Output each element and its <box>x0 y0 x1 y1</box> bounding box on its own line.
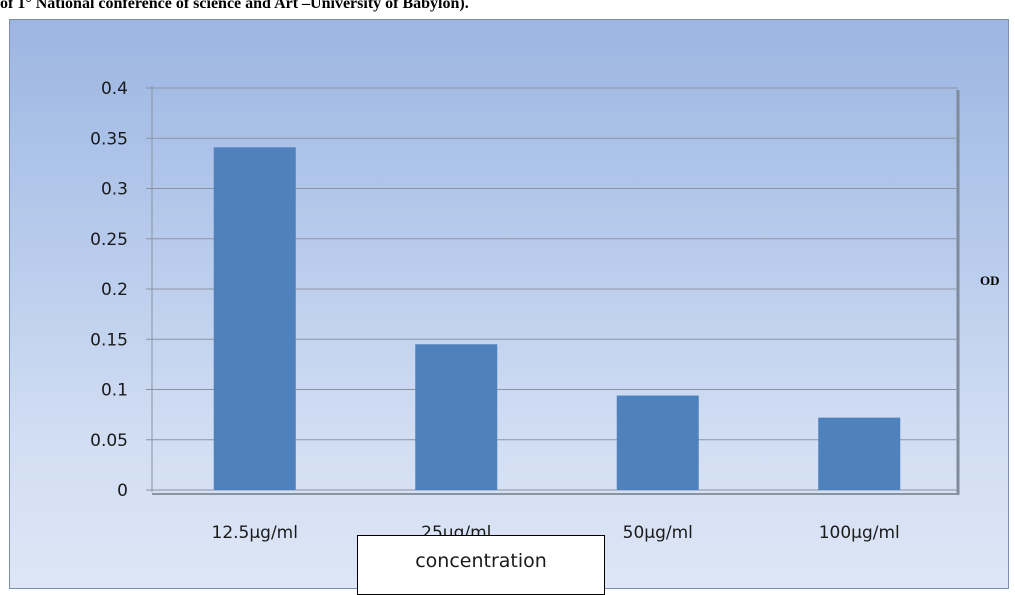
y-tick-label: 0.15 <box>90 330 128 350</box>
y-tick-label: 0.35 <box>90 129 128 149</box>
bar <box>818 417 901 490</box>
x-tick-label: 12.5µg/ml <box>212 523 298 543</box>
y-tick-label: 0.25 <box>90 230 128 250</box>
y-tick-label: 0.2 <box>101 280 128 300</box>
bar <box>616 395 699 490</box>
y-axis-label: OD <box>980 273 1000 288</box>
y-tick-label: 0.4 <box>101 79 128 99</box>
x-tick-label: 50µg/ml <box>623 523 693 543</box>
y-tick-label: 0.3 <box>101 180 128 200</box>
x-axis-label: concentration <box>357 535 605 595</box>
x-tick-label: 100µg/ml <box>819 523 900 543</box>
y-tick-label: 0.1 <box>101 381 128 401</box>
bar-chart: 00.050.10.150.20.250.30.350.4 12.5µg/ml 2… <box>90 79 1000 543</box>
y-tick-labels: 0 0.05 0.1 0.15 0.2 0.25 0.3 0.35 0.4 <box>90 79 128 501</box>
page-header-text: of 1° National conference of science and… <box>0 0 469 12</box>
y-tick-label: 0 <box>117 481 128 501</box>
bar <box>415 344 498 490</box>
bars <box>213 147 901 491</box>
bar <box>213 147 296 491</box>
y-tick-label: 0.05 <box>90 431 128 451</box>
